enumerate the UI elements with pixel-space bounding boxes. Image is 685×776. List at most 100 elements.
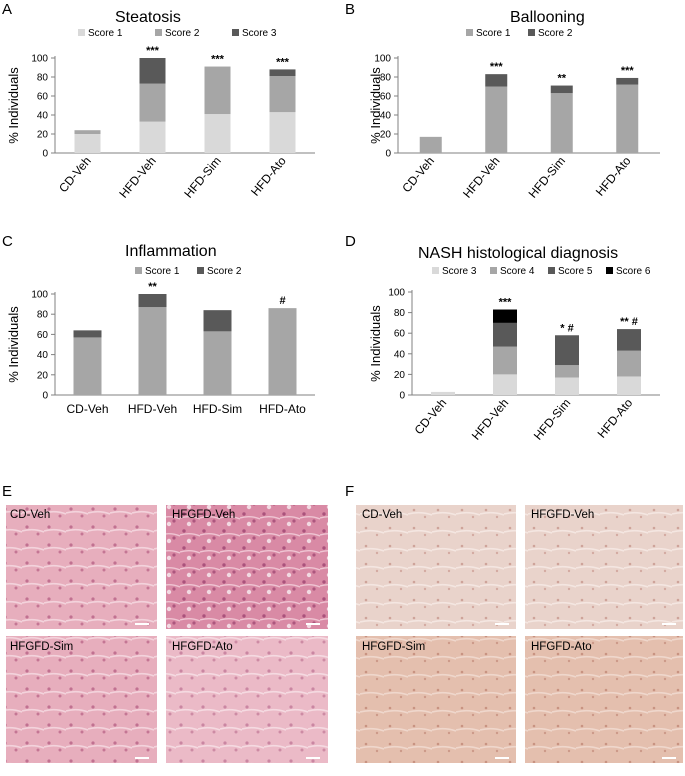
bar-segment bbox=[616, 84, 639, 153]
bar-segment bbox=[616, 77, 639, 85]
significance-mark: *** bbox=[211, 54, 225, 66]
legend-label: Score 2 bbox=[538, 28, 573, 39]
bar-segment bbox=[268, 308, 297, 395]
micrograph-label: HFGFD-Veh bbox=[531, 509, 594, 521]
significance-mark: # bbox=[279, 295, 285, 307]
x-tick-label: CD-Veh bbox=[412, 396, 450, 437]
x-tick-label: HFD-Sim bbox=[193, 402, 242, 416]
y-tick-label: 40 bbox=[37, 350, 49, 361]
chart-nash-diagnosis: NASH histological diagnosis Score 3 Score … bbox=[368, 245, 660, 443]
bar-segment bbox=[493, 309, 517, 323]
x-tick-label: HFD-Veh bbox=[469, 396, 511, 443]
bar-segment bbox=[204, 114, 231, 153]
x-tick-label: CD-Veh bbox=[399, 154, 437, 195]
micrograph-f-hfgfd-sim bbox=[356, 636, 516, 763]
legend-swatch bbox=[466, 29, 473, 36]
legend-label: Score 3 bbox=[242, 28, 277, 39]
significance-mark: ** # bbox=[620, 316, 638, 328]
micrograph-label: HFGFD-Veh bbox=[172, 509, 235, 521]
micrograph-e-hfgfd-veh bbox=[166, 505, 328, 629]
y-tick-label: 20 bbox=[37, 370, 49, 381]
scale-bar bbox=[495, 757, 509, 759]
bar-segment bbox=[74, 130, 101, 134]
y-tick-label: 0 bbox=[42, 149, 48, 160]
bar-segment bbox=[493, 374, 517, 395]
y-tick-label: 80 bbox=[37, 73, 49, 84]
bar-segment bbox=[203, 331, 232, 395]
bar-segment bbox=[617, 329, 641, 351]
significance-mark: *** bbox=[621, 65, 635, 77]
micrograph-f-cd-veh bbox=[356, 505, 516, 629]
bar-segment bbox=[555, 365, 579, 378]
scale-bar bbox=[662, 757, 676, 759]
y-tick-label: 40 bbox=[394, 349, 406, 360]
legend-swatch bbox=[78, 29, 85, 36]
significance-mark: *** bbox=[276, 56, 290, 68]
x-tick-label: CD-Veh bbox=[56, 154, 94, 195]
x-tick-label: HFD-Ato bbox=[248, 154, 289, 199]
panel-letter-a: A bbox=[2, 1, 12, 18]
micrograph-panel-f: CD-Veh HFGFD-Veh HFGFD-Sim HFGFD-Ato bbox=[356, 505, 683, 763]
bar-segment bbox=[204, 66, 231, 115]
y-tick-label: 40 bbox=[37, 111, 49, 122]
y-tick-label: 80 bbox=[380, 73, 392, 84]
scale-bar bbox=[662, 623, 676, 625]
significance-mark: * # bbox=[560, 322, 573, 334]
panel-letter-f: F bbox=[345, 483, 354, 500]
chart-title: Steatosis bbox=[115, 9, 181, 26]
y-tick-label: 20 bbox=[380, 130, 392, 141]
panel-letter-e: E bbox=[2, 483, 12, 500]
chart-ballooning: Ballooning Score 1 Score 2 0 20 40 60 80 100 % In… bbox=[368, 9, 660, 201]
y-tick-label: 80 bbox=[394, 308, 406, 319]
x-tick-label: HFD-Sim bbox=[526, 154, 568, 201]
y-axis-label: % Individuals bbox=[6, 67, 21, 144]
bar-segment bbox=[555, 377, 579, 395]
micrograph-label: HFGFD-Ato bbox=[531, 641, 592, 653]
bar-segment bbox=[617, 350, 641, 377]
micrograph-label: HFGFD-Sim bbox=[362, 641, 425, 653]
legend-swatch bbox=[232, 29, 239, 36]
bar-segment bbox=[550, 85, 573, 94]
legend-swatch bbox=[528, 29, 535, 36]
legend-label: Score 2 bbox=[165, 28, 200, 39]
significance-mark: *** bbox=[146, 45, 160, 57]
micrograph-label: CD-Veh bbox=[362, 509, 402, 521]
bar-segment bbox=[617, 376, 641, 395]
y-axis-label: % Individuals bbox=[368, 67, 383, 144]
bar-segment bbox=[139, 121, 166, 153]
bar-segment bbox=[419, 136, 442, 153]
panel-letter-c: C bbox=[2, 233, 13, 250]
y-axis-label: % Individuals bbox=[6, 306, 21, 383]
legend-swatch bbox=[548, 267, 555, 274]
significance-mark: *** bbox=[490, 61, 504, 73]
bar-segment bbox=[73, 330, 102, 338]
legend-swatch bbox=[155, 29, 162, 36]
y-tick-label: 100 bbox=[388, 288, 405, 299]
micrograph-f-hfgfd-veh bbox=[525, 505, 683, 629]
bar-segment bbox=[138, 307, 167, 395]
chart-inflammation: Inflammation Score 1 Score 2 0 20 40 60 80 100 % … bbox=[6, 243, 315, 416]
x-tick-label: HFD-Ato bbox=[259, 402, 306, 416]
legend-label: Score 4 bbox=[500, 266, 535, 277]
y-tick-label: 60 bbox=[37, 92, 49, 103]
panel-letter-b: B bbox=[345, 1, 355, 18]
bar-segment bbox=[485, 86, 508, 153]
y-tick-label: 20 bbox=[394, 370, 406, 381]
legend-label: Score 2 bbox=[207, 266, 242, 277]
y-tick-label: 0 bbox=[42, 391, 48, 402]
y-tick-label: 100 bbox=[31, 54, 48, 65]
significance-mark: ** bbox=[148, 281, 157, 293]
bar-segment bbox=[203, 310, 232, 332]
bar-segment bbox=[431, 391, 455, 395]
bar-segment bbox=[550, 93, 573, 153]
bar-segment bbox=[73, 337, 102, 395]
y-tick-label: 20 bbox=[37, 130, 49, 141]
bar-segment bbox=[493, 322, 517, 347]
x-tick-label: HFD-Ato bbox=[593, 154, 634, 199]
scale-bar bbox=[135, 623, 149, 625]
significance-mark: ** bbox=[557, 73, 566, 85]
bar-segment bbox=[139, 58, 166, 84]
x-tick-label: HFD-Veh bbox=[116, 154, 158, 201]
micrograph-label: HFGFD-Ato bbox=[172, 641, 233, 653]
